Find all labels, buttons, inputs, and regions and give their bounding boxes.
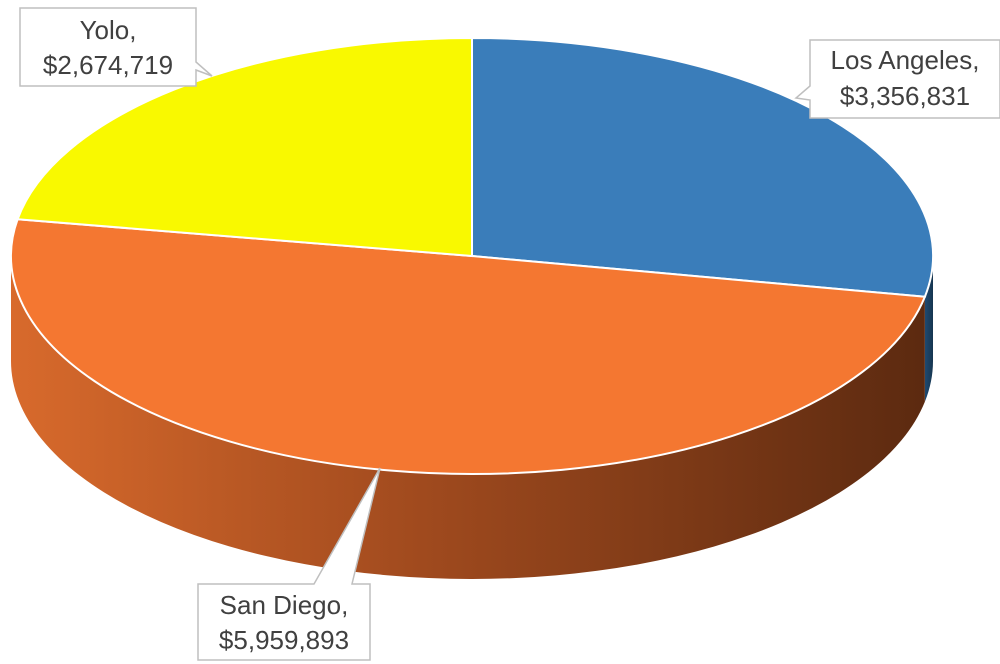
label-box (197, 467, 381, 661)
slice (16, 36, 473, 258)
data-label-value: $2,674,719 (43, 50, 173, 80)
labels: Los Angeles, $3,356,831 San Diego, $5,959,8… (43, 15, 980, 655)
slice (10, 218, 927, 475)
slice-side (11, 256, 925, 580)
data-label-name: Los Angeles, (831, 45, 980, 75)
callouts (19, 7, 1000, 661)
label-box (19, 7, 213, 87)
data-label-name: San Diego, (220, 590, 349, 620)
pie (10, 36, 934, 580)
label-box (794, 39, 1000, 119)
data-label-value: $5,959,893 (219, 625, 349, 655)
data-label-name: Yolo, (80, 15, 137, 45)
data-label-value: $3,356,831 (840, 81, 970, 111)
